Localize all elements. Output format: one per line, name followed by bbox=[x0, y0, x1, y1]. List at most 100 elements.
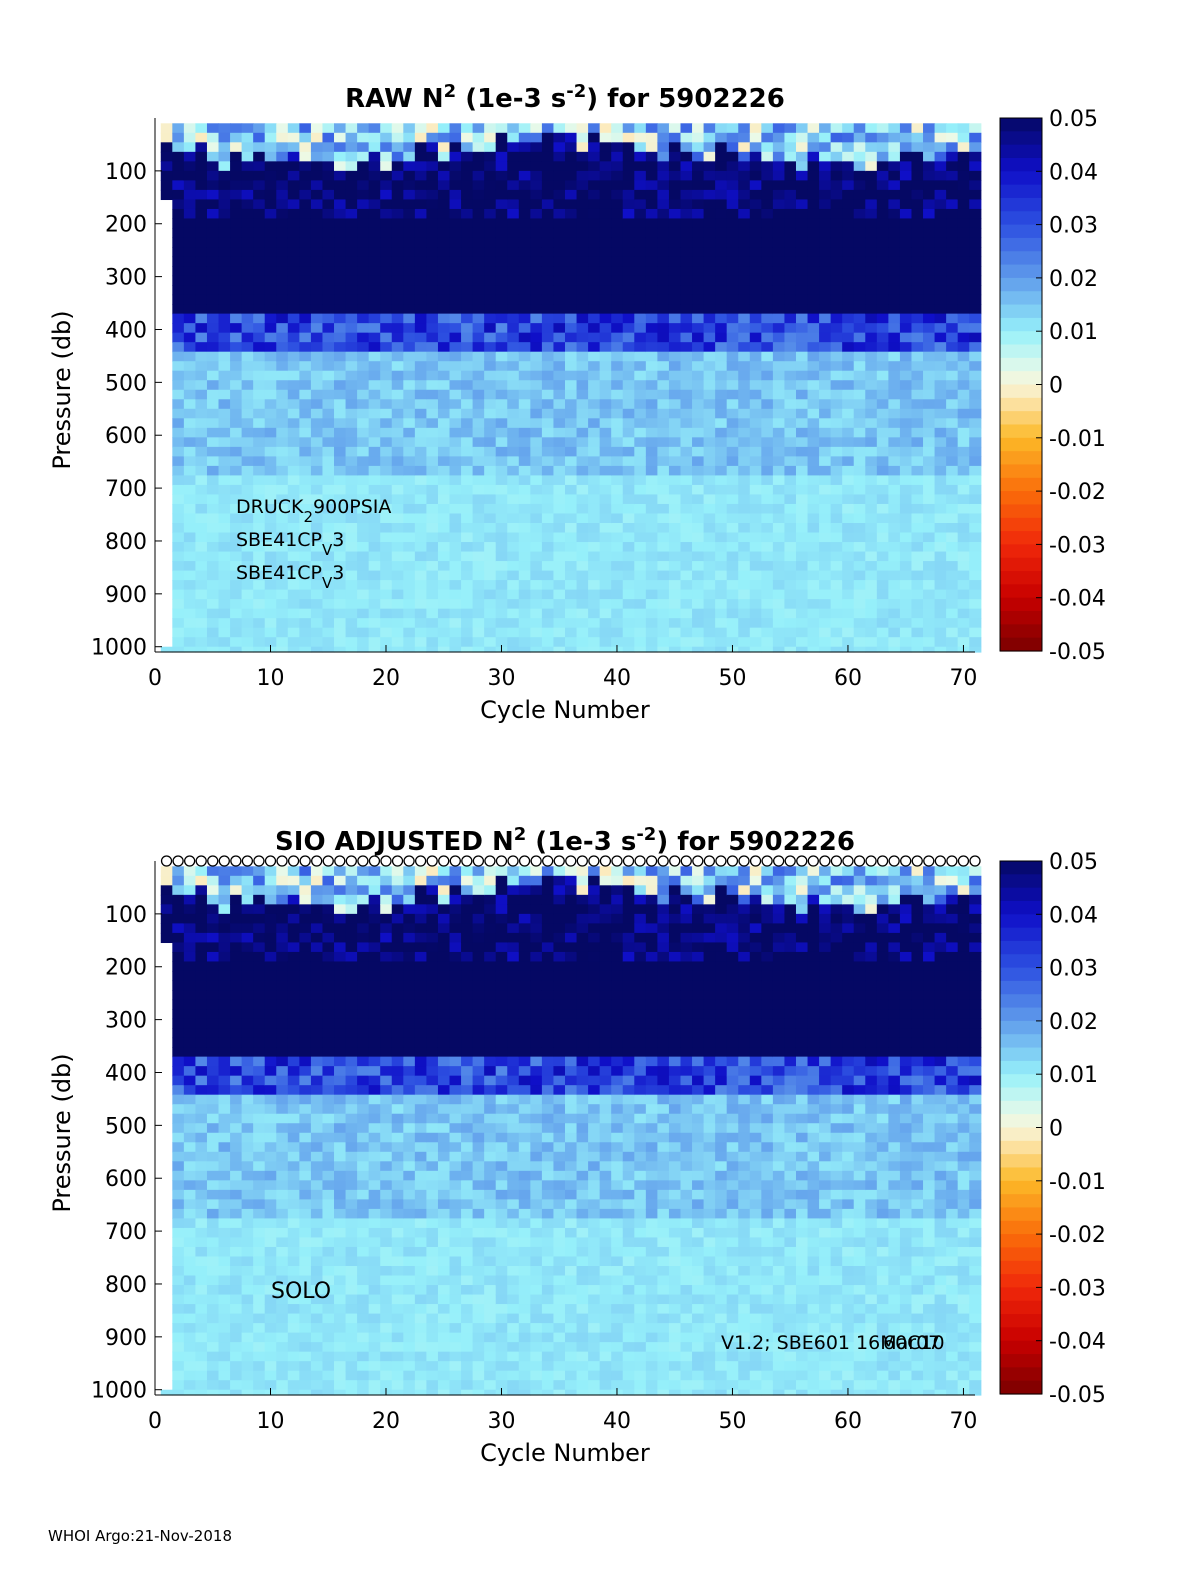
heatmap-cell bbox=[241, 427, 254, 438]
heatmap-cell bbox=[668, 380, 682, 391]
heatmap-cell bbox=[276, 1170, 289, 1181]
heatmap-cell bbox=[437, 132, 451, 143]
heatmap-cell bbox=[772, 151, 786, 162]
heatmap-cell bbox=[206, 1018, 220, 1029]
heatmap-cell bbox=[645, 332, 658, 343]
heatmap-cell bbox=[541, 522, 555, 534]
colorbar-tick-label: 0.04 bbox=[1049, 160, 1098, 185]
heatmap-cell bbox=[472, 637, 485, 648]
heatmap-cell bbox=[680, 351, 693, 362]
heatmap-cell bbox=[634, 247, 647, 258]
heatmap-cell bbox=[183, 208, 197, 220]
heatmap-cell bbox=[195, 1028, 208, 1039]
heatmap-cell bbox=[253, 1361, 266, 1372]
heatmap-cell bbox=[634, 294, 647, 305]
heatmap-cell bbox=[715, 266, 728, 277]
heatmap-cell bbox=[588, 361, 601, 372]
heatmap-cell bbox=[449, 561, 462, 572]
heatmap-cell bbox=[865, 570, 878, 581]
heatmap-cell bbox=[761, 161, 774, 172]
heatmap-cell bbox=[495, 237, 508, 248]
heatmap-cell bbox=[657, 351, 670, 362]
heatmap-cell bbox=[287, 1208, 300, 1220]
heatmap-cell bbox=[622, 437, 635, 448]
heatmap-cell bbox=[599, 627, 612, 638]
heatmap-cell bbox=[876, 227, 889, 239]
heatmap-cell bbox=[264, 247, 277, 258]
heatmap-cell bbox=[541, 503, 555, 515]
heatmap-cell bbox=[241, 522, 254, 534]
heatmap-cell bbox=[322, 923, 335, 934]
heatmap-cell bbox=[622, 503, 635, 515]
heatmap-cell bbox=[276, 266, 289, 277]
heatmap-cell bbox=[472, 332, 485, 343]
heatmap-cell bbox=[241, 885, 254, 896]
heatmap-cell bbox=[264, 427, 277, 438]
heatmap-cell bbox=[888, 208, 901, 220]
heatmap-cell bbox=[668, 180, 682, 191]
heatmap-cell bbox=[322, 1170, 335, 1181]
heatmap-cell bbox=[484, 266, 497, 277]
heatmap-cell bbox=[703, 151, 716, 162]
heatmap-cell bbox=[622, 542, 635, 553]
heatmap-cell bbox=[391, 218, 404, 229]
heatmap-cell bbox=[668, 475, 682, 486]
heatmap-cell bbox=[287, 503, 300, 515]
heatmap-cell bbox=[276, 999, 289, 1010]
heatmap-cell bbox=[380, 275, 393, 286]
heatmap-cell bbox=[380, 132, 393, 143]
heatmap-cell bbox=[703, 427, 716, 438]
heatmap-cell bbox=[853, 189, 866, 201]
heatmap-cell bbox=[576, 180, 589, 191]
heatmap-cell bbox=[183, 923, 197, 934]
heatmap-cell bbox=[183, 1066, 197, 1077]
heatmap-cell bbox=[692, 180, 705, 191]
heatmap-cell bbox=[703, 342, 716, 353]
heatmap-cell bbox=[299, 1294, 312, 1305]
heatmap-cell bbox=[276, 1304, 289, 1315]
heatmap-cell bbox=[287, 1218, 300, 1229]
heatmap-cell bbox=[461, 494, 474, 505]
heatmap-cell bbox=[934, 180, 947, 191]
heatmap-cell bbox=[576, 637, 589, 648]
heatmap-cell bbox=[253, 1132, 266, 1143]
colorbar-segment bbox=[1000, 584, 1042, 599]
heatmap-cell bbox=[876, 475, 889, 486]
heatmap-cell bbox=[310, 513, 324, 524]
heatmap-cell bbox=[287, 494, 300, 505]
heatmap-cell bbox=[738, 170, 751, 181]
heatmap-cell bbox=[287, 561, 300, 572]
heatmap-cell bbox=[853, 475, 866, 486]
heatmap-cell bbox=[380, 513, 393, 524]
heatmap-cell bbox=[495, 227, 508, 239]
heatmap-cell bbox=[553, 437, 566, 448]
heatmap-cell bbox=[368, 132, 381, 143]
heatmap-cell bbox=[218, 199, 231, 210]
heatmap-cell bbox=[310, 1151, 324, 1162]
heatmap-cell bbox=[668, 418, 682, 429]
heatmap-cell bbox=[264, 1275, 277, 1286]
heatmap-cell bbox=[264, 1361, 277, 1372]
heatmap-cell bbox=[322, 1028, 335, 1039]
heatmap-cell bbox=[299, 351, 312, 362]
heatmap-cell bbox=[807, 570, 820, 581]
heatmap-cell bbox=[865, 313, 878, 324]
heatmap-cell bbox=[334, 970, 347, 982]
heatmap-cell bbox=[426, 599, 439, 610]
heatmap-cell bbox=[437, 123, 451, 134]
heatmap-cell bbox=[264, 1370, 277, 1381]
heatmap-cell bbox=[368, 332, 381, 343]
heatmap-cell bbox=[530, 218, 543, 229]
heatmap-cell bbox=[957, 561, 970, 572]
heatmap-cell bbox=[345, 1142, 358, 1153]
heatmap-cell bbox=[899, 189, 913, 201]
heatmap-cell bbox=[218, 503, 231, 515]
heatmap-cell bbox=[507, 342, 520, 353]
heatmap-cell bbox=[599, 570, 612, 581]
colorbar-segment bbox=[1000, 144, 1042, 159]
colorbar-segment bbox=[1000, 464, 1042, 479]
heatmap-cell bbox=[195, 999, 208, 1010]
heatmap-cell bbox=[183, 1037, 197, 1048]
heatmap-cell bbox=[172, 1189, 185, 1200]
heatmap-cell bbox=[784, 551, 797, 562]
